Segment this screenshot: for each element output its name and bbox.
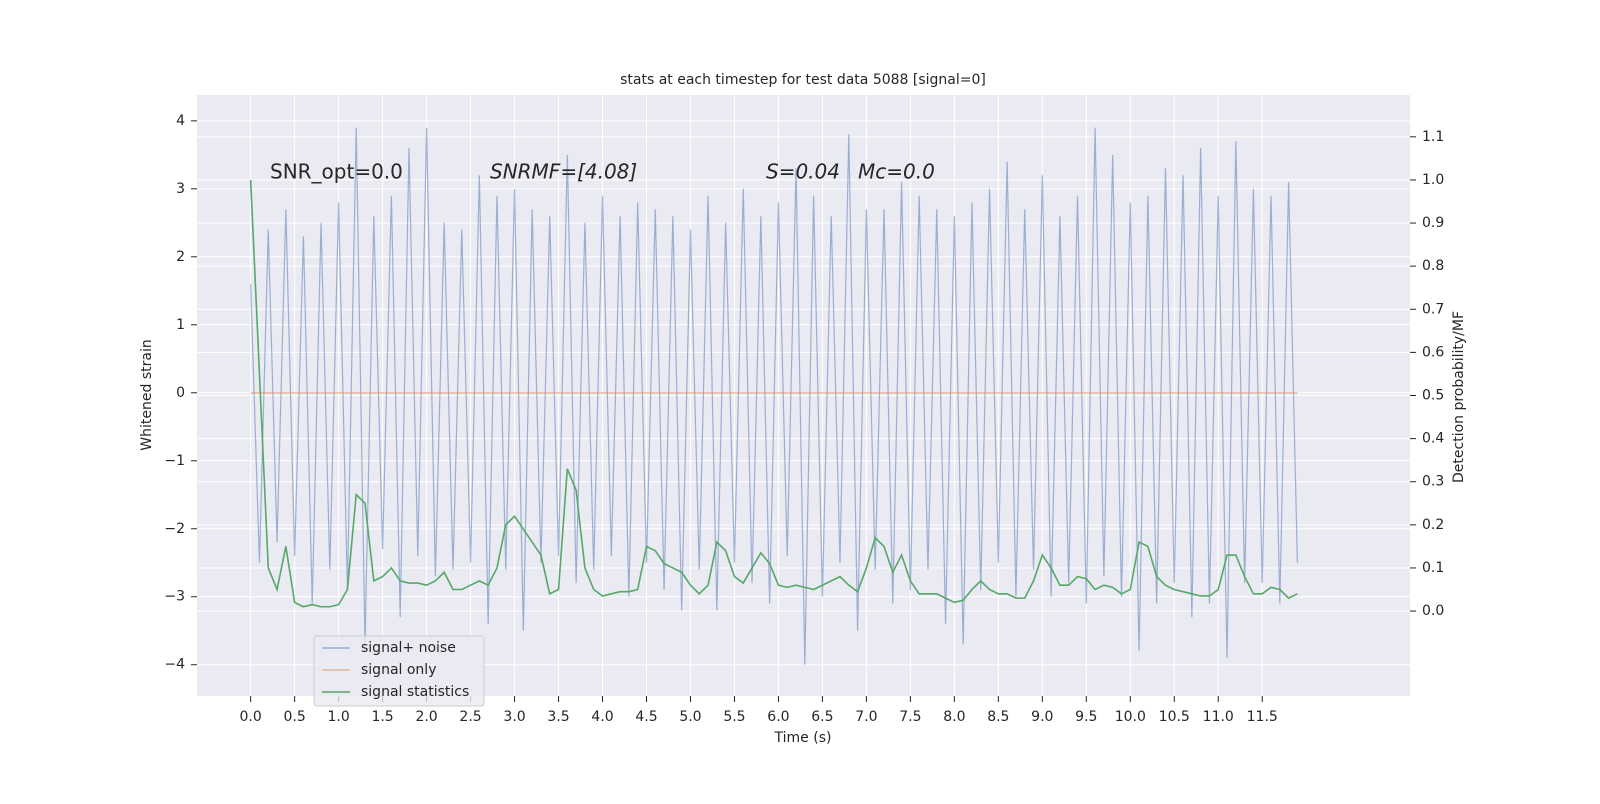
x-tick-label: 0.5 [284, 709, 306, 725]
x-tick-label: 6.5 [811, 709, 833, 725]
x-axis-label: Time (s) [774, 730, 832, 746]
legend: signal+ noise signal only signal statistic… [313, 635, 485, 707]
x-tick-label: 3.0 [503, 709, 525, 725]
x-tick-label: 7.0 [855, 709, 877, 725]
annotation: Mc=0.0 [858, 160, 935, 184]
y2-tick-label: 0.8 [1422, 258, 1444, 274]
annotation: SNRMF=[4.08] [490, 160, 637, 184]
x-tick-label: 10.0 [1115, 709, 1146, 725]
y-tick-label: 0 [176, 385, 185, 401]
y-tick-label: −1 [164, 453, 185, 469]
x-tick-label: 9.5 [1075, 709, 1097, 725]
y2-axis-label: Detection probability/MF [1451, 311, 1467, 483]
x-tick-label: 4.5 [635, 709, 657, 725]
legend-label: signal+ noise [361, 640, 456, 656]
x-tick-label: 3.5 [547, 709, 569, 725]
legend-label: signal statistics [361, 684, 469, 700]
y-axis-label: Whitened strain [139, 339, 155, 450]
x-tick-label: 11.0 [1203, 709, 1234, 725]
y-tick-label: −2 [164, 521, 185, 537]
x-tick-label: 7.5 [899, 709, 921, 725]
x-tick-label: 1.5 [371, 709, 393, 725]
x-tick-label: 1.0 [327, 709, 349, 725]
x-tick-label: 9.0 [1031, 709, 1053, 725]
x-tick-label: 2.0 [415, 709, 437, 725]
legend-box [313, 635, 485, 707]
x-tick-label: 5.5 [723, 709, 745, 725]
x-tick-label: 5.0 [679, 709, 701, 725]
y2-tick-label: 1.0 [1422, 172, 1444, 188]
chart-title: stats at each timestep for test data 508… [620, 72, 986, 88]
x-tick-label: 8.0 [943, 709, 965, 725]
y2-tick-label: 0.9 [1422, 215, 1444, 231]
annotation: S=0.04 [766, 160, 840, 184]
y2-tick-label: 0.4 [1422, 431, 1444, 447]
y-tick-label: 2 [176, 249, 185, 265]
y2-tick-label: 0.5 [1422, 388, 1444, 404]
y-tick-label: −3 [164, 589, 185, 605]
y-tick-label: −4 [164, 657, 185, 673]
x-tick-label: 2.5 [459, 709, 481, 725]
y-tick-label: 1 [176, 317, 185, 333]
y2-tick-label: 0.1 [1422, 560, 1444, 576]
x-tick-label: 10.5 [1159, 709, 1190, 725]
y2-tick-label: 0.0 [1422, 603, 1444, 619]
series-line [250, 127, 1299, 665]
y2-tick-label: 0.3 [1422, 474, 1444, 490]
y2-tick-label: 0.2 [1422, 517, 1444, 533]
y-tick-label: 4 [176, 113, 185, 129]
legend-label: signal only [361, 662, 436, 678]
y2-tick-label: 0.7 [1422, 301, 1444, 317]
x-tick-label: 8.5 [987, 709, 1009, 725]
y2-tick-label: 0.6 [1422, 344, 1444, 360]
x-tick-label: 4.0 [591, 709, 613, 725]
annotation: SNR_opt=0.0 [270, 160, 403, 184]
y-tick-label: 3 [176, 181, 185, 197]
y2-tick-label: 1.1 [1422, 129, 1444, 145]
x-tick-label: 11.5 [1247, 709, 1278, 725]
x-tick-label: 0.0 [240, 709, 262, 725]
series-line [249, 179, 1298, 608]
x-tick-label: 6.0 [767, 709, 789, 725]
